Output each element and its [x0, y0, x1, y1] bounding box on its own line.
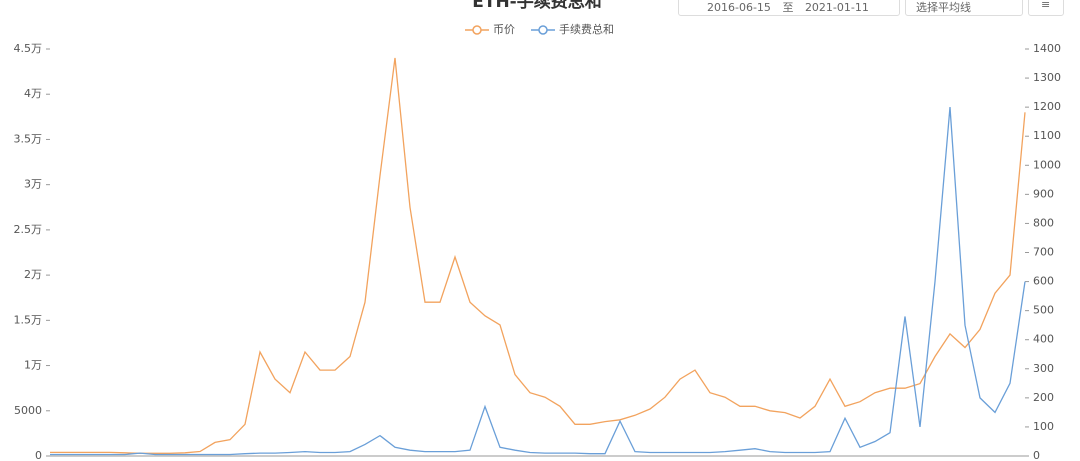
date-range[interactable]: 2016-06-15 至 2021-01-11: [678, 0, 900, 16]
y2-tick-label: 600: [1033, 275, 1054, 288]
y-tick-label: 5000: [14, 404, 42, 417]
y-tick-label: 2.5万: [14, 223, 43, 236]
y2-tick-label: 1100: [1033, 129, 1061, 142]
chart-title: ETH-手续费总和: [472, 0, 602, 12]
y2-tick-label: 1300: [1033, 71, 1061, 84]
y-tick-label: 4.5万: [14, 42, 43, 55]
y-tick-label: 1.5万: [14, 313, 43, 326]
average-select[interactable]: 选择平均线: [905, 0, 1023, 16]
y2-tick-label: 700: [1033, 246, 1054, 259]
y2-tick-label: 0: [1033, 449, 1040, 461]
y2-tick-label: 400: [1033, 333, 1054, 346]
y-tick-label: 2万: [24, 268, 42, 281]
legend-marker: [472, 25, 482, 35]
y-tick-label: 4万: [24, 87, 42, 100]
menu-icon: ≡: [1041, 0, 1051, 11]
y2-tick-label: 1400: [1033, 42, 1061, 55]
y2-tick-label: 800: [1033, 216, 1054, 229]
y2-tick-label: 900: [1033, 187, 1054, 200]
end-date: 2021-01-11: [804, 1, 869, 14]
y-tick-label: 1万: [24, 359, 42, 372]
y2-tick-label: 300: [1033, 362, 1054, 375]
series-line: [50, 57, 1026, 454]
series-line: [50, 107, 1026, 456]
y2-tick-label: 100: [1033, 420, 1054, 433]
y2-tick-label: 200: [1033, 391, 1054, 404]
legend-label: 手续费总和: [559, 22, 614, 36]
legend-label: 币价: [493, 23, 515, 36]
y-tick-label: 3.5万: [14, 132, 43, 145]
y2-tick-label: 1000: [1033, 158, 1061, 171]
legend-marker: [538, 25, 548, 35]
y2-tick-label: 1200: [1033, 100, 1061, 113]
y-tick-label: 0: [35, 449, 42, 461]
average-select-label: 选择平均线: [916, 1, 971, 14]
menu-button[interactable]: ≡: [1028, 0, 1064, 16]
y-tick-label: 3万: [24, 178, 42, 191]
y2-tick-label: 500: [1033, 304, 1054, 317]
start-date: 2016-06-15: [707, 1, 771, 14]
separator: 至: [782, 1, 794, 14]
